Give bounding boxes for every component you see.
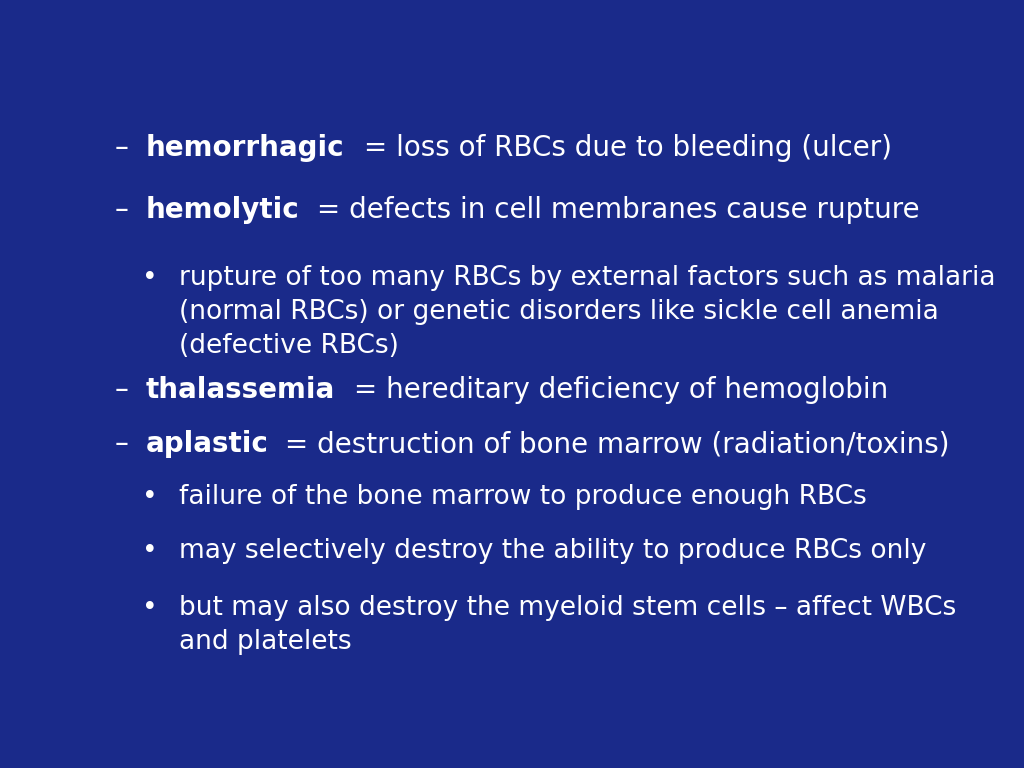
Text: –: – — [115, 430, 129, 458]
Text: hemorrhagic: hemorrhagic — [145, 134, 344, 162]
Text: •: • — [142, 595, 158, 621]
Text: rupture of too many RBCs by external factors such as malaria
(normal RBCs) or ge: rupture of too many RBCs by external fac… — [178, 265, 995, 359]
Text: •: • — [142, 484, 158, 510]
Text: = loss of RBCs due to bleeding (ulcer): = loss of RBCs due to bleeding (ulcer) — [355, 134, 892, 162]
Text: = hereditary deficiency of hemoglobin: = hereditary deficiency of hemoglobin — [345, 376, 888, 404]
Text: –: – — [115, 196, 129, 223]
Text: may selectively destroy the ability to produce RBCs only: may selectively destroy the ability to p… — [178, 538, 926, 564]
Text: –: – — [115, 134, 129, 162]
Text: –: – — [115, 376, 129, 404]
Text: •: • — [142, 538, 158, 564]
Text: thalassemia: thalassemia — [145, 376, 335, 404]
Text: failure of the bone marrow to produce enough RBCs: failure of the bone marrow to produce en… — [178, 484, 866, 510]
Text: hemolytic: hemolytic — [145, 196, 299, 223]
Text: aplastic: aplastic — [145, 430, 268, 458]
Text: •: • — [142, 265, 158, 291]
Text: but may also destroy the myeloid stem cells – affect WBCs
and platelets: but may also destroy the myeloid stem ce… — [178, 595, 955, 655]
Text: = destruction of bone marrow (radiation/toxins): = destruction of bone marrow (radiation/… — [275, 430, 949, 458]
Text: = defects in cell membranes cause rupture: = defects in cell membranes cause ruptur… — [308, 196, 920, 223]
